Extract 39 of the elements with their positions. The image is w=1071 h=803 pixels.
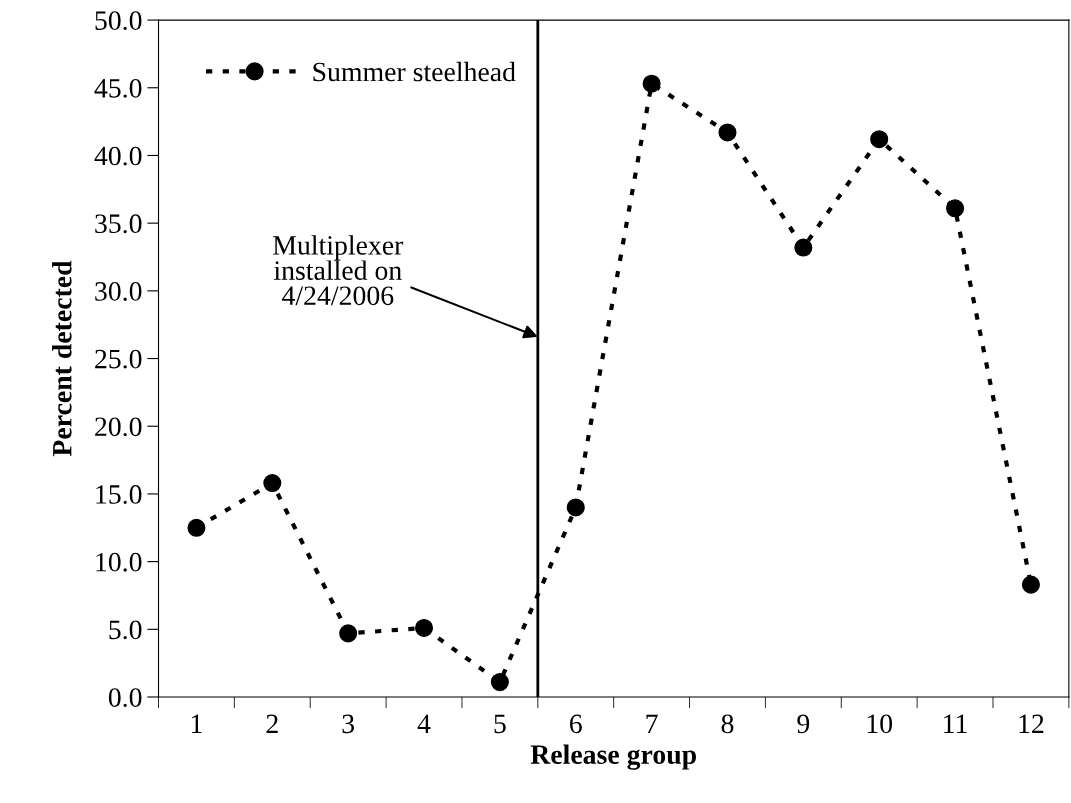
x-tick-label: 1 — [191, 714, 202, 733]
y-tick-label: 40.0 — [94, 146, 142, 166]
x-tick-label: 11 — [944, 714, 967, 733]
y-tick-label: 45.0 — [94, 78, 142, 98]
point — [414, 618, 434, 637]
point — [642, 74, 661, 93]
point — [870, 130, 889, 149]
x-axis-title: Release group — [530, 744, 697, 770]
y-tick-label: 5.0 — [109, 620, 142, 640]
y-tick-label: 0.0 — [108, 688, 142, 708]
y-tick-label: 25.0 — [95, 349, 142, 369]
x-tick-label: 8 — [721, 714, 734, 734]
x-tick-label: 12 — [1019, 714, 1044, 733]
x-tick-label: 7 — [646, 714, 658, 733]
y-tick-label: 10.0 — [96, 552, 142, 572]
point — [946, 199, 965, 218]
point — [263, 474, 282, 493]
y-axis-title: Percent detected — [52, 260, 72, 457]
x-tick-label: 9 — [797, 714, 810, 734]
legend-label: Summer steelhead — [313, 61, 516, 82]
y-tick-label: 30.0 — [95, 282, 142, 301]
x-tick-label: 3 — [342, 714, 355, 734]
x-tick-label: 10 — [867, 714, 893, 734]
x-tick-label: 4 — [417, 714, 431, 733]
point — [718, 123, 737, 142]
y-tick-label: 50.0 — [95, 11, 142, 31]
point — [187, 518, 206, 537]
y-tick-label: 15.0 — [96, 485, 142, 504]
y-tick-label: 20.0 — [95, 417, 142, 437]
annotation: Multiplexer installed on 4/24/2006 — [273, 235, 404, 306]
y-tick-label: 35.0 — [95, 214, 142, 234]
x-tick-label: 2 — [266, 714, 278, 733]
point — [566, 498, 585, 517]
point — [794, 238, 813, 257]
x-tick-label: 6 — [570, 714, 582, 734]
point — [490, 673, 509, 692]
point — [339, 624, 358, 643]
point — [1021, 575, 1040, 594]
x-tick-label: 5 — [494, 714, 506, 734]
